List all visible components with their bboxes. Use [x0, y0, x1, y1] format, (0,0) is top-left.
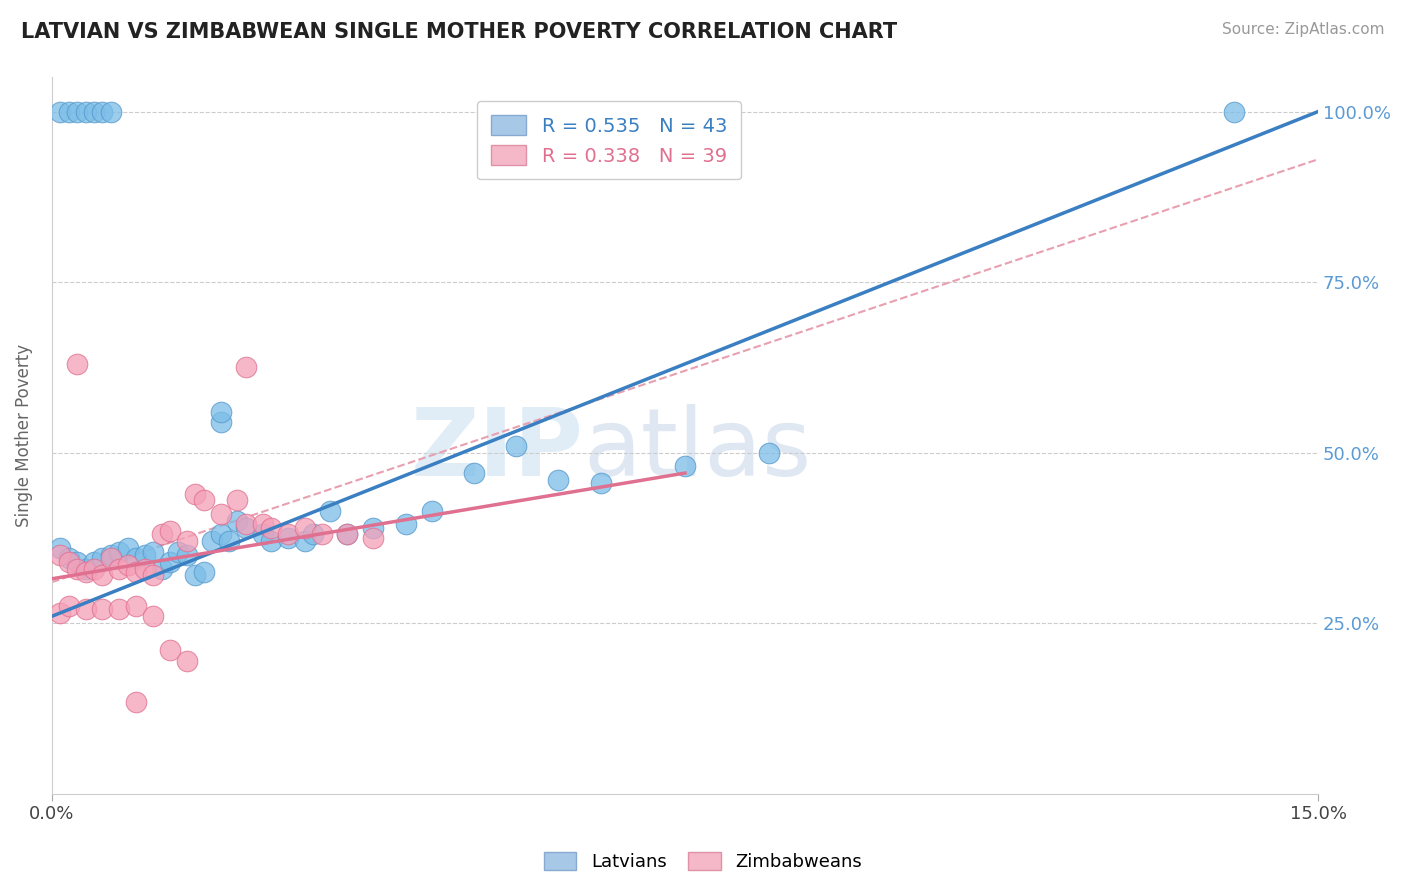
- Point: [193, 565, 215, 579]
- Point: [252, 517, 274, 532]
- Point: [201, 534, 224, 549]
- Point: [142, 544, 165, 558]
- Point: [235, 521, 257, 535]
- Text: LATVIAN VS ZIMBABWEAN SINGLE MOTHER POVERTY CORRELATION CHART: LATVIAN VS ZIMBABWEAN SINGLE MOTHER POVE…: [21, 22, 897, 42]
- Point: [159, 555, 181, 569]
- Point: [66, 555, 89, 569]
- Point: [589, 476, 612, 491]
- Point: [294, 521, 316, 535]
- Point: [302, 527, 325, 541]
- Point: [125, 551, 148, 566]
- Point: [252, 527, 274, 541]
- Point: [100, 548, 122, 562]
- Text: ZIP: ZIP: [411, 404, 583, 496]
- Point: [420, 503, 443, 517]
- Point: [193, 493, 215, 508]
- Point: [226, 493, 249, 508]
- Point: [49, 541, 72, 555]
- Point: [108, 561, 131, 575]
- Point: [294, 534, 316, 549]
- Point: [336, 527, 359, 541]
- Point: [58, 599, 80, 613]
- Point: [336, 527, 359, 541]
- Point: [108, 602, 131, 616]
- Point: [547, 473, 569, 487]
- Point: [395, 517, 418, 532]
- Legend: Latvians, Zimbabweans: Latvians, Zimbabweans: [537, 845, 869, 879]
- Point: [58, 104, 80, 119]
- Point: [83, 104, 105, 119]
- Point: [184, 568, 207, 582]
- Point: [209, 507, 232, 521]
- Point: [117, 558, 139, 573]
- Point: [83, 555, 105, 569]
- Point: [218, 534, 240, 549]
- Point: [125, 695, 148, 709]
- Point: [134, 548, 156, 562]
- Point: [159, 524, 181, 538]
- Point: [125, 599, 148, 613]
- Point: [209, 415, 232, 429]
- Point: [463, 466, 485, 480]
- Point: [58, 551, 80, 566]
- Point: [260, 534, 283, 549]
- Point: [226, 514, 249, 528]
- Point: [260, 521, 283, 535]
- Point: [100, 551, 122, 566]
- Point: [66, 104, 89, 119]
- Point: [176, 548, 198, 562]
- Point: [100, 104, 122, 119]
- Point: [505, 439, 527, 453]
- Point: [142, 568, 165, 582]
- Point: [49, 104, 72, 119]
- Point: [184, 486, 207, 500]
- Point: [142, 609, 165, 624]
- Point: [108, 544, 131, 558]
- Point: [66, 357, 89, 371]
- Point: [91, 602, 114, 616]
- Point: [150, 561, 173, 575]
- Point: [277, 531, 299, 545]
- Text: Source: ZipAtlas.com: Source: ZipAtlas.com: [1222, 22, 1385, 37]
- Point: [66, 561, 89, 575]
- Point: [58, 555, 80, 569]
- Point: [49, 548, 72, 562]
- Point: [75, 561, 97, 575]
- Point: [758, 445, 780, 459]
- Point: [1222, 104, 1244, 119]
- Point: [209, 405, 232, 419]
- Point: [49, 606, 72, 620]
- Legend: R = 0.535   N = 43, R = 0.338   N = 39: R = 0.535 N = 43, R = 0.338 N = 39: [478, 102, 741, 179]
- Y-axis label: Single Mother Poverty: Single Mother Poverty: [15, 344, 32, 527]
- Point: [117, 541, 139, 555]
- Point: [75, 602, 97, 616]
- Point: [83, 561, 105, 575]
- Point: [91, 551, 114, 566]
- Point: [673, 459, 696, 474]
- Point: [91, 104, 114, 119]
- Point: [150, 527, 173, 541]
- Point: [91, 568, 114, 582]
- Text: atlas: atlas: [583, 404, 811, 496]
- Point: [319, 503, 342, 517]
- Point: [75, 565, 97, 579]
- Point: [167, 544, 190, 558]
- Point: [361, 521, 384, 535]
- Point: [235, 517, 257, 532]
- Point: [75, 104, 97, 119]
- Point: [134, 561, 156, 575]
- Point: [209, 527, 232, 541]
- Point: [159, 643, 181, 657]
- Point: [277, 527, 299, 541]
- Point: [125, 565, 148, 579]
- Point: [235, 360, 257, 375]
- Point: [176, 534, 198, 549]
- Point: [176, 654, 198, 668]
- Point: [361, 531, 384, 545]
- Point: [311, 527, 333, 541]
